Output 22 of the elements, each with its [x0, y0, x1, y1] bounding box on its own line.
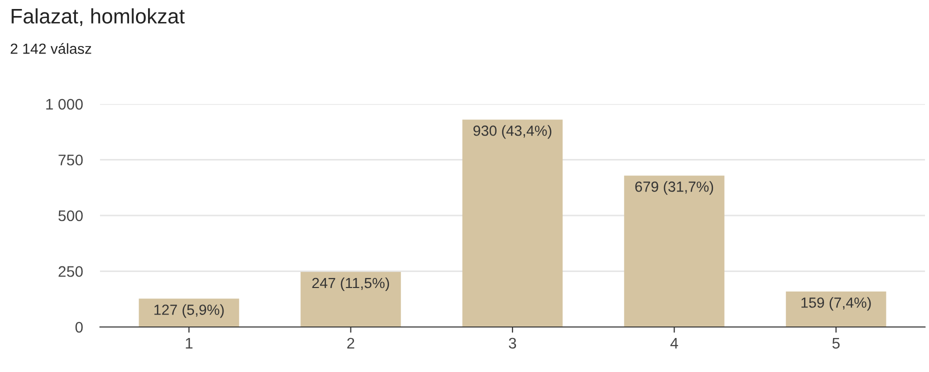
- x-tick-label: 5: [832, 338, 840, 349]
- x-tick-label: 3: [508, 338, 516, 349]
- bar: [138, 298, 240, 327]
- data-label: 679 (31,7%): [635, 181, 714, 195]
- x-tick-label: 2: [347, 338, 354, 348]
- data-label: 127 (5,9%): [154, 304, 224, 318]
- data-label: 930 (43,4%): [473, 125, 552, 139]
- chart-title: Falazat, homlokzat: [12, 8, 185, 26]
- x-tick-label: 1: [186, 338, 192, 348]
- bar: [462, 120, 563, 327]
- y-tick-label: 750: [58, 154, 83, 166]
- x-tick-label: 4: [670, 338, 678, 348]
- y-tick-label: 0: [75, 322, 83, 333]
- y-tick-label: 1 000: [46, 98, 83, 110]
- y-tick-label: 500: [58, 210, 83, 222]
- y-tick-label: 250: [58, 266, 83, 277]
- data-label: 159 (7,4%): [801, 297, 871, 311]
- chart-subtitle: 2 142 válasz: [10, 43, 92, 54]
- bar: [300, 272, 401, 327]
- data-label: 247 (11,5%): [312, 277, 390, 292]
- bar: [624, 176, 724, 327]
- bar: [786, 292, 886, 327]
